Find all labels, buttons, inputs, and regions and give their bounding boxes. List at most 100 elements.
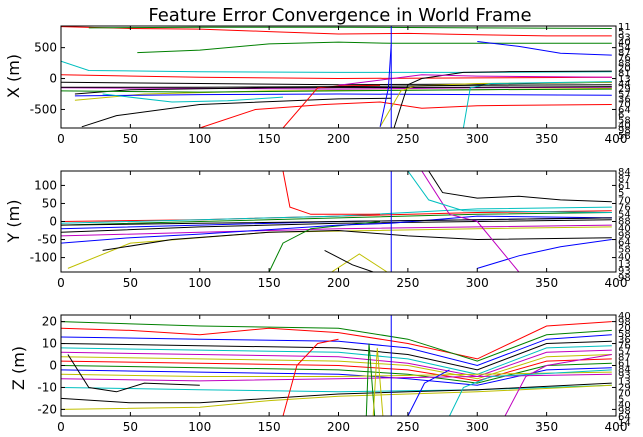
xtick-label-x-6: 300 [466,132,489,146]
xtick-label-x-0: 0 [57,132,65,146]
xtick-label-y-3: 150 [258,276,281,290]
xtick-label-z-1: 50 [123,420,138,434]
ytick-label-x-2: 500 [34,41,57,55]
series-line-x-2 [88,26,612,29]
series-line-y-6 [61,224,612,237]
series-line-y-0 [428,171,612,203]
xtick-label-z-7: 350 [535,420,558,434]
xtick-label-y-4: 200 [327,276,350,290]
series-end-label-z-4: 36 [618,335,631,346]
series-end-label-x-21: 58 [618,131,631,142]
series-end-label-z-12: 29 [618,382,631,393]
xtick-label-x-2: 100 [188,132,211,146]
ytick-label-y-2: 0 [49,215,57,229]
plot-area-x [61,26,612,128]
series-end-label-z-14: 5 [618,394,624,405]
series-line-z-7 [61,358,612,382]
series-line-z-9 [61,367,612,386]
series-end-label-y-7: 88 [618,216,631,227]
ytick-label-x-0: -500 [30,102,57,116]
series-line-x-0 [61,26,612,37]
series-end-label-y-8: 40 [618,224,631,235]
xtick-label-x-3: 150 [258,132,281,146]
series-end-label-y-1: 87 [618,174,631,185]
series-end-label-x-3: 40 [618,38,631,49]
series-line-y-16 [407,171,612,213]
series-end-label-x-14: 36 [618,95,631,106]
series-end-label-y-13: 13 [618,259,631,270]
series-end-label-z-1: 98 [618,317,631,328]
series-line-y-17 [61,217,612,226]
ytick-label-x-1: 0 [49,72,57,86]
xtick-label-y-8: 400 [605,276,628,290]
series-end-label-x-15: 70 [618,100,631,111]
series-end-label-y-4: 70 [618,195,631,206]
series-end-label-x-9: 81 [618,69,631,80]
series-line-y-2 [61,212,612,226]
series-line-x-5 [61,74,612,80]
xtick-label-x-8: 400 [605,132,628,146]
xtick-label-z-4: 200 [327,420,350,434]
series-line-z-0 [61,321,612,360]
xtick-label-z-3: 150 [258,420,281,434]
ytick-label-z-4: 20 [42,315,57,329]
series-end-label-z-15: 40 [618,400,631,411]
xtick-label-z-8: 400 [605,420,628,434]
series-end-label-x-11: 44 [618,79,631,90]
ylabel-x: X (m) [4,54,23,98]
ytick-label-y-3: 50 [42,196,57,210]
series-line-x-20 [61,84,612,88]
series-end-label-y-0: 84 [618,167,631,178]
xtick-label-x-7: 350 [535,132,558,146]
series-end-label-z-11: 13 [618,376,631,387]
series-line-x-9 [74,93,612,97]
series-end-label-y-10: 64 [618,238,631,249]
series-line-y-13 [324,249,374,272]
ytick-label-z-3: 10 [42,337,57,351]
series-end-label-z-17: 64 [618,412,631,423]
series-end-label-x-19: 40 [618,120,631,131]
series-line-z-1 [61,321,612,362]
series-end-label-x-4: 54 [618,43,631,54]
series-line-x-21 [338,74,612,86]
series-line-z-19 [504,354,612,416]
series-line-x-8 [61,86,612,90]
series-line-z-18 [372,347,384,416]
series-line-z-11 [61,371,612,377]
series-end-label-y-6: 54 [618,209,631,220]
series-line-z-2 [61,334,612,367]
subplot-x: 0 50 100 150 200 250 300 350 400-500050011593405… [30,22,631,146]
series-line-y-15 [421,171,520,272]
series-end-label-x-5: 87 [618,48,631,59]
ytick-label-z-1: -10 [37,380,57,394]
xtick-label-z-5: 250 [396,420,419,434]
series-end-label-x-10: 13 [618,74,631,85]
series-line-z-13 [61,382,612,404]
series-end-label-y-12: 40 [618,252,631,263]
series-line-z-21 [407,369,450,416]
series-end-label-x-6: 76 [618,53,631,64]
series-line-y-14 [61,215,612,244]
series-end-label-z-9: 84 [618,365,631,376]
series-end-label-z-10: 93 [618,370,631,381]
series-line-z-5 [61,349,612,378]
series-line-x-17 [379,44,392,127]
series-end-label-z-3: 58 [618,329,631,340]
series-end-label-x-2: 93 [618,32,631,43]
series-line-z-16 [282,338,339,416]
xtick-label-y-2: 100 [188,276,211,290]
series-line-z-14 [61,384,612,410]
xtick-label-x-4: 200 [327,132,350,146]
ytick-label-z-0: -20 [37,402,57,416]
series-end-label-y-9: 98 [618,231,631,242]
series-end-label-z-2: 20 [618,323,631,334]
series-end-label-x-0: 11 [618,22,631,33]
series-line-y-12 [331,253,388,272]
chart-title: Feature Error Convergence in World Frame [148,5,531,26]
series-line-x-11 [61,88,612,93]
series-end-label-z-18: 14 [618,418,631,429]
xtick-label-y-0: 0 [57,276,65,290]
ytick-label-y-1: -50 [37,233,57,247]
